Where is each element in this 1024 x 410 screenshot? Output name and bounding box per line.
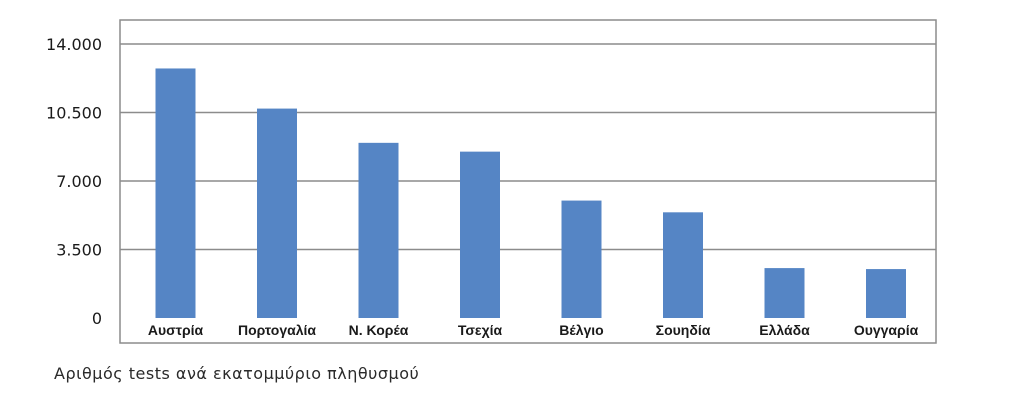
bar (866, 269, 906, 318)
x-axis-ticks: Αυστρία Πορτογαλία Ν. Κορέα Τσεχία Βέλγιο Σου… (148, 322, 919, 338)
x-tick-label: Ν. Κορέα (349, 322, 409, 338)
y-tick-label: 10.500 (46, 104, 102, 123)
x-tick-label: Τσεχία (458, 322, 503, 338)
bars (155, 68, 906, 318)
x-tick-label: Αυστρία (148, 322, 204, 338)
x-tick-label: Πορτογαλία (238, 322, 316, 338)
bar (561, 200, 602, 318)
chart-caption: Αριθμός tests ανά εκατομμύριο πληθυσμού (54, 364, 420, 383)
x-tick-label: Ουγγαρία (854, 322, 919, 338)
bar (460, 151, 500, 318)
x-tick-label: Ελλάδα (759, 322, 810, 338)
x-tick-label: Βέλγιο (559, 322, 603, 338)
y-tick-label: 7.000 (56, 172, 102, 191)
bar (663, 212, 703, 318)
bar (257, 108, 297, 318)
y-axis-ticks: 0 3.500 7.000 10.500 14.000 (46, 35, 102, 328)
gridlines (120, 43, 936, 251)
y-tick-label: 14.000 (46, 35, 102, 54)
y-tick-label: 0 (92, 309, 102, 328)
bar (764, 268, 805, 318)
bar (155, 68, 196, 318)
y-tick-label: 3.500 (56, 241, 102, 260)
bar (358, 142, 399, 318)
x-tick-label: Σουηδία (656, 322, 711, 338)
